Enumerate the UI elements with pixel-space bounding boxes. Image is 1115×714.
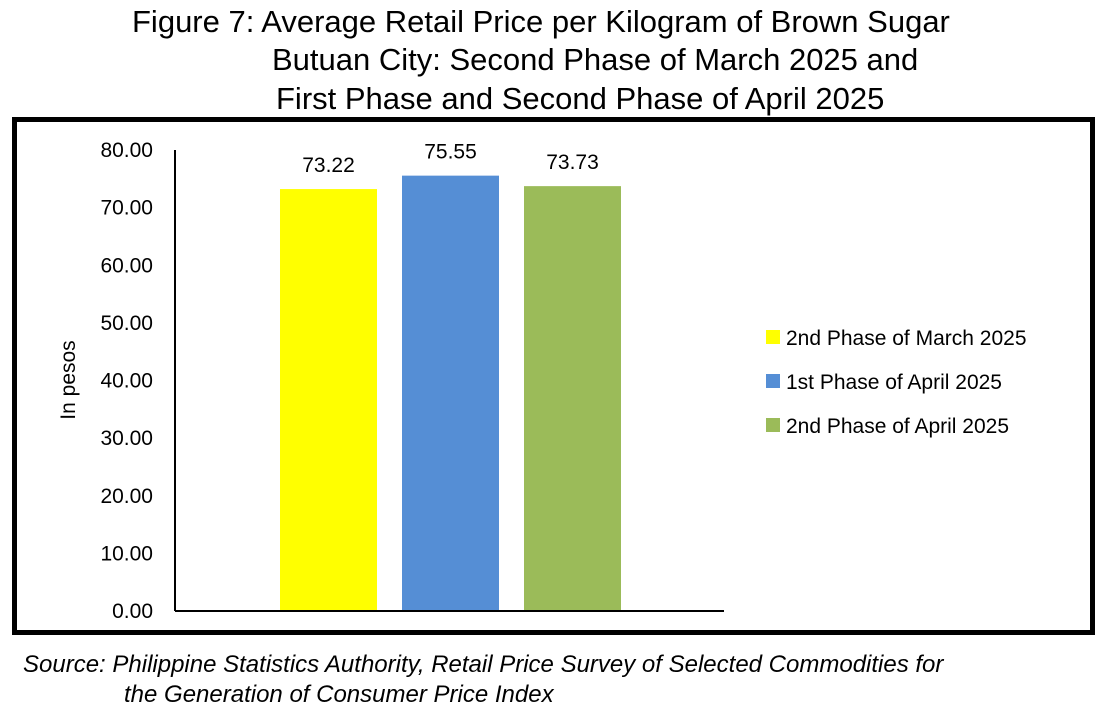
y-tick-label: 70.00 <box>100 197 153 220</box>
y-tick-label: 80.00 <box>100 139 153 162</box>
bar-value-label: 75.55 <box>424 141 477 164</box>
bar-1 <box>280 189 377 611</box>
y-tick-label: 0.00 <box>112 600 153 623</box>
source-note-line-2: the Generation of Consumer Price Index <box>124 681 554 708</box>
bar-data-labels: 73.22 75.55 73.73 <box>302 141 599 177</box>
y-axis-label: In pesos <box>57 340 80 419</box>
bars <box>280 175 621 612</box>
bar-3 <box>524 186 621 612</box>
legend-swatch <box>766 418 780 432</box>
bar-2 <box>402 175 499 611</box>
legend-label: 1st Phase of April 2025 <box>786 371 1002 394</box>
chart-title-line-1: Figure 7: Average Retail Price per Kilog… <box>132 4 950 39</box>
bar-value-label: 73.22 <box>302 154 355 177</box>
chart-title-line-2: Butuan City: Second Phase of March 2025 … <box>272 42 919 77</box>
chart-frame <box>12 117 1095 635</box>
y-tick-label: 60.00 <box>100 254 153 277</box>
bar-value-label: 73.73 <box>546 151 599 174</box>
legend-swatch <box>766 374 780 388</box>
y-axis-ticks: 0.00 10.00 20.00 30.00 40.00 50.00 60.00 70.00 8… <box>100 139 153 623</box>
y-tick-label: 20.00 <box>100 485 153 508</box>
legend: 2nd Phase of March 2025 1st Phase of Apri… <box>766 327 1027 438</box>
y-tick-label: 50.00 <box>100 312 153 335</box>
legend-label: 2nd Phase of April 2025 <box>786 415 1009 438</box>
legend-label: 2nd Phase of March 2025 <box>786 327 1027 350</box>
legend-swatch <box>766 330 780 344</box>
y-tick-label: 10.00 <box>100 542 153 565</box>
chart-title-line-3: First Phase and Second Phase of April 20… <box>276 81 885 116</box>
y-tick-label: 40.00 <box>100 370 153 393</box>
source-note-line-1: Source: Philippine Statistics Authority,… <box>23 651 944 678</box>
y-tick-label: 30.00 <box>100 427 153 450</box>
